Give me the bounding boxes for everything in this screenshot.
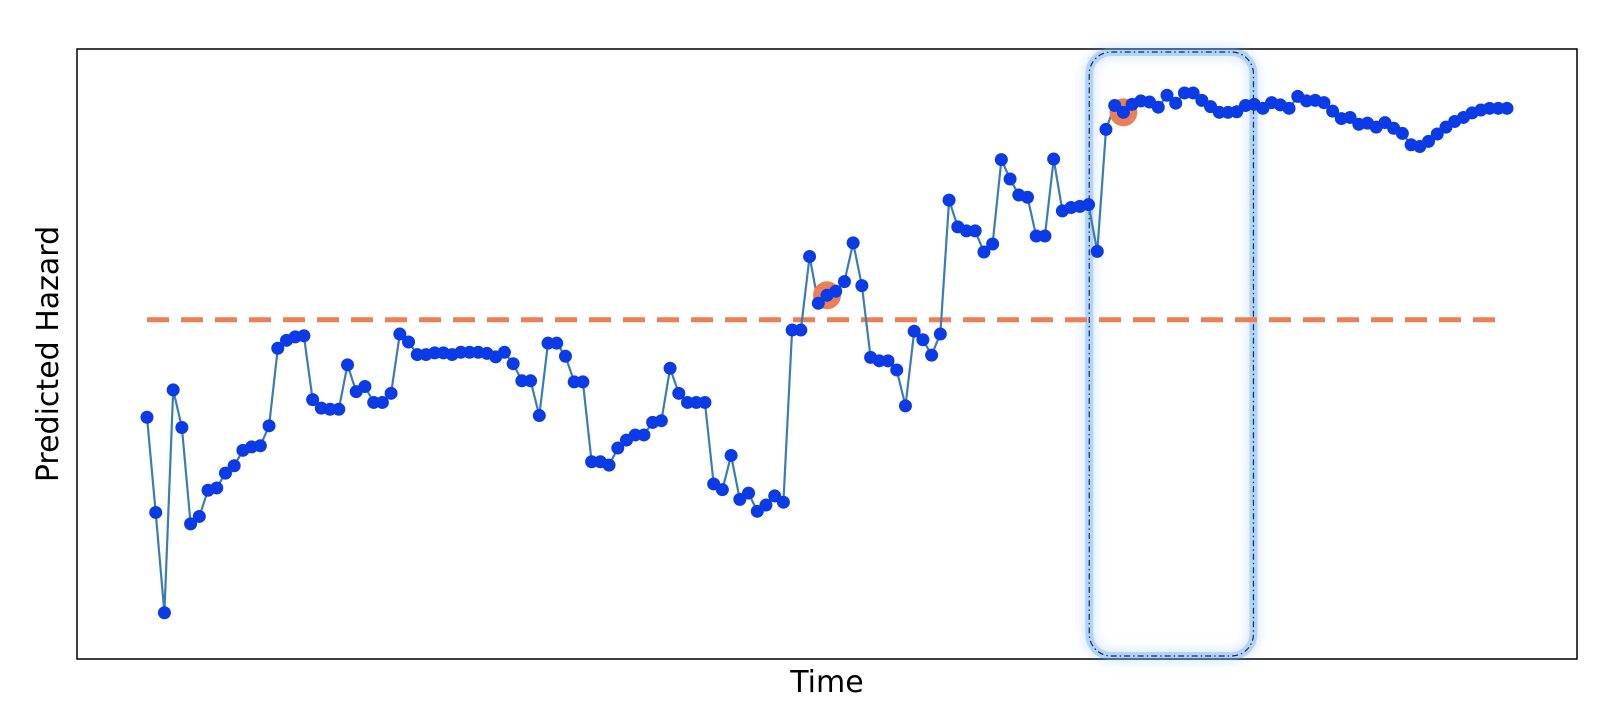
data-point: [1317, 96, 1331, 110]
data-point: [297, 329, 311, 343]
data-point: [1038, 229, 1052, 243]
series-layer: [145, 91, 1507, 614]
data-point: [271, 341, 285, 355]
data-point: [375, 395, 389, 409]
data-point: [672, 386, 686, 400]
data-point: [925, 348, 939, 362]
marker-layer: [140, 86, 1514, 620]
data-point: [1047, 152, 1061, 166]
data-point: [1021, 190, 1035, 204]
data-point: [558, 349, 572, 363]
data-point: [942, 193, 956, 207]
data-point: [794, 323, 808, 337]
data-point: [1151, 100, 1165, 114]
data-point: [1090, 244, 1104, 258]
data-point: [1186, 86, 1200, 100]
data-point: [1500, 101, 1514, 115]
data-point: [506, 357, 520, 371]
x-axis-label: Time: [789, 665, 863, 700]
data-point: [149, 505, 163, 519]
data-point: [497, 345, 511, 359]
data-point: [576, 375, 590, 389]
data-point: [192, 509, 206, 523]
data-point: [837, 275, 851, 289]
data-point: [218, 466, 232, 480]
data-point: [358, 379, 372, 393]
data-point: [724, 448, 738, 462]
data-point: [663, 361, 677, 375]
data-point: [890, 363, 904, 377]
data-point: [1082, 198, 1096, 212]
data-point: [524, 374, 538, 388]
data-point: [184, 517, 198, 531]
data-point: [968, 224, 982, 238]
y-axis-label: Predicted Hazard: [31, 226, 66, 482]
data-point: [1343, 110, 1357, 124]
data-point: [829, 284, 843, 298]
data-point: [654, 414, 668, 428]
data-point: [532, 409, 546, 423]
data-point: [698, 395, 712, 409]
data-point: [262, 419, 276, 433]
data-point: [166, 383, 180, 397]
data-point: [846, 236, 860, 250]
data-point: [175, 421, 189, 435]
data-point: [1108, 98, 1122, 112]
data-point: [210, 481, 224, 495]
data-point: [602, 458, 616, 472]
data-point: [759, 498, 773, 512]
data-point: [393, 327, 407, 341]
plot-frame: [76, 48, 1578, 660]
data-point: [157, 606, 171, 620]
data-point: [977, 245, 991, 259]
data-point: [341, 358, 355, 372]
data-point: [637, 428, 651, 442]
data-point: [332, 402, 346, 416]
data-point: [855, 279, 869, 293]
data-point: [916, 333, 930, 347]
data-point: [715, 483, 729, 497]
data-point: [253, 439, 267, 453]
data-point: [907, 324, 921, 338]
data-point: [1160, 88, 1174, 102]
data-point: [1430, 127, 1444, 141]
data-point: [1099, 122, 1113, 136]
data-point: [881, 354, 895, 368]
highlight-region-glow: [1085, 48, 1258, 660]
highlight-region-layer: [1085, 48, 1258, 660]
series-line: [145, 91, 1507, 614]
highlight-region-outline: [1088, 51, 1255, 657]
data-point: [1169, 96, 1183, 110]
data-point: [1326, 104, 1340, 118]
data-point: [803, 250, 817, 264]
data-point: [811, 296, 825, 310]
data-point: [986, 237, 1000, 251]
data-point: [776, 495, 790, 509]
data-point: [140, 410, 154, 424]
data-point: [227, 459, 241, 473]
data-point: [1116, 105, 1130, 119]
highlight-region: [1085, 48, 1258, 660]
data-point: [384, 386, 398, 400]
data-point: [1422, 134, 1436, 148]
data-point: [742, 486, 756, 500]
data-point: [1395, 126, 1409, 140]
data-point: [1282, 101, 1296, 115]
data-point: [898, 399, 912, 413]
data-point: [306, 393, 320, 407]
data-point: [1003, 172, 1017, 186]
data-point: [550, 336, 564, 350]
data-point: [402, 335, 416, 349]
data-point: [933, 327, 947, 341]
data-point: [994, 153, 1008, 167]
data-point: [611, 441, 625, 455]
